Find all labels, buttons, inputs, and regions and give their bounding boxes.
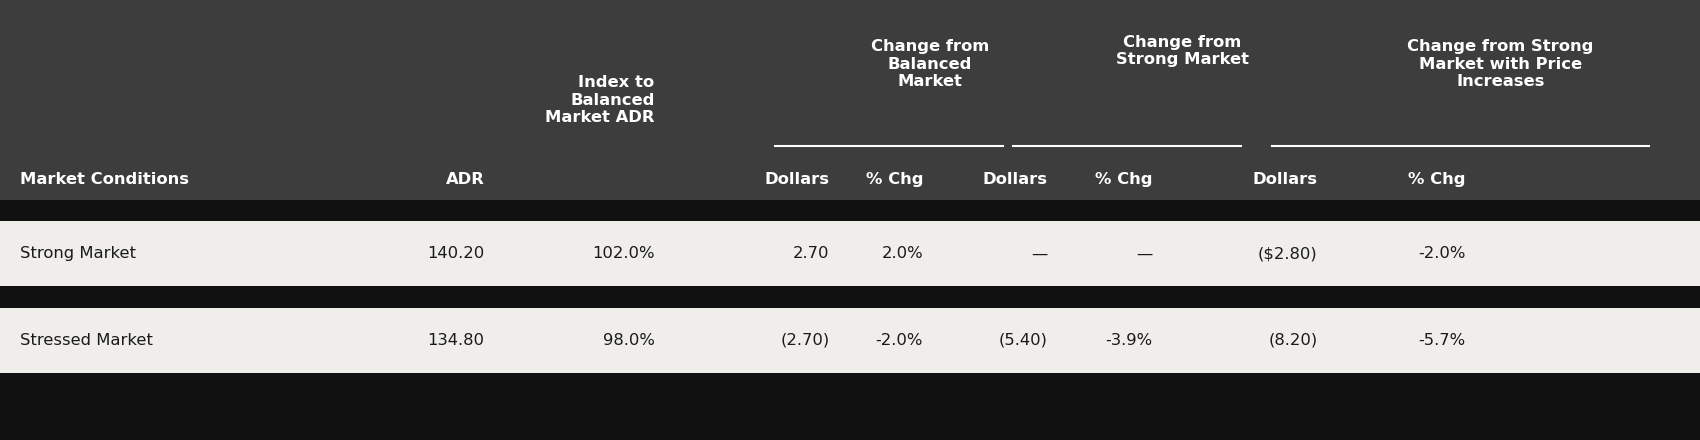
Text: -5.7%: -5.7% <box>1418 333 1465 348</box>
Text: Dollars: Dollars <box>1253 172 1318 187</box>
Text: Dollars: Dollars <box>983 172 1047 187</box>
Text: Market Conditions: Market Conditions <box>20 172 189 187</box>
Text: (8.20): (8.20) <box>1268 333 1318 348</box>
Text: -3.9%: -3.9% <box>1105 333 1153 348</box>
Bar <box>0 308 1700 373</box>
Text: Index to
Balanced
Market ADR: Index to Balanced Market ADR <box>546 75 654 125</box>
Text: 134.80: 134.80 <box>427 333 484 348</box>
Text: % Chg: % Chg <box>1408 172 1465 187</box>
Text: —: — <box>1136 246 1153 261</box>
Text: Dollars: Dollars <box>765 172 830 187</box>
Text: 98.0%: 98.0% <box>602 333 654 348</box>
Bar <box>0 373 1700 440</box>
Text: —: — <box>1030 246 1047 261</box>
Text: % Chg: % Chg <box>865 172 923 187</box>
Text: Change from
Strong Market: Change from Strong Market <box>1115 35 1250 67</box>
Text: % Chg: % Chg <box>1095 172 1153 187</box>
Bar <box>0 286 1700 308</box>
Text: (5.40): (5.40) <box>998 333 1047 348</box>
Text: 2.70: 2.70 <box>794 246 830 261</box>
Text: Change from Strong
Market with Price
Increases: Change from Strong Market with Price Inc… <box>1408 39 1593 89</box>
Text: Strong Market: Strong Market <box>20 246 136 261</box>
Bar <box>0 200 1700 221</box>
Text: ADR: ADR <box>445 172 484 187</box>
Text: Change from
Balanced
Market: Change from Balanced Market <box>870 39 989 89</box>
Bar <box>0 221 1700 286</box>
Bar <box>0 0 1700 200</box>
Text: 2.0%: 2.0% <box>882 246 923 261</box>
Text: 102.0%: 102.0% <box>592 246 654 261</box>
Text: ($2.80): ($2.80) <box>1258 246 1318 261</box>
Text: (2.70): (2.70) <box>780 333 830 348</box>
Text: -2.0%: -2.0% <box>1418 246 1465 261</box>
Text: Stressed Market: Stressed Market <box>20 333 153 348</box>
Text: 140.20: 140.20 <box>427 246 484 261</box>
Text: -2.0%: -2.0% <box>876 333 923 348</box>
